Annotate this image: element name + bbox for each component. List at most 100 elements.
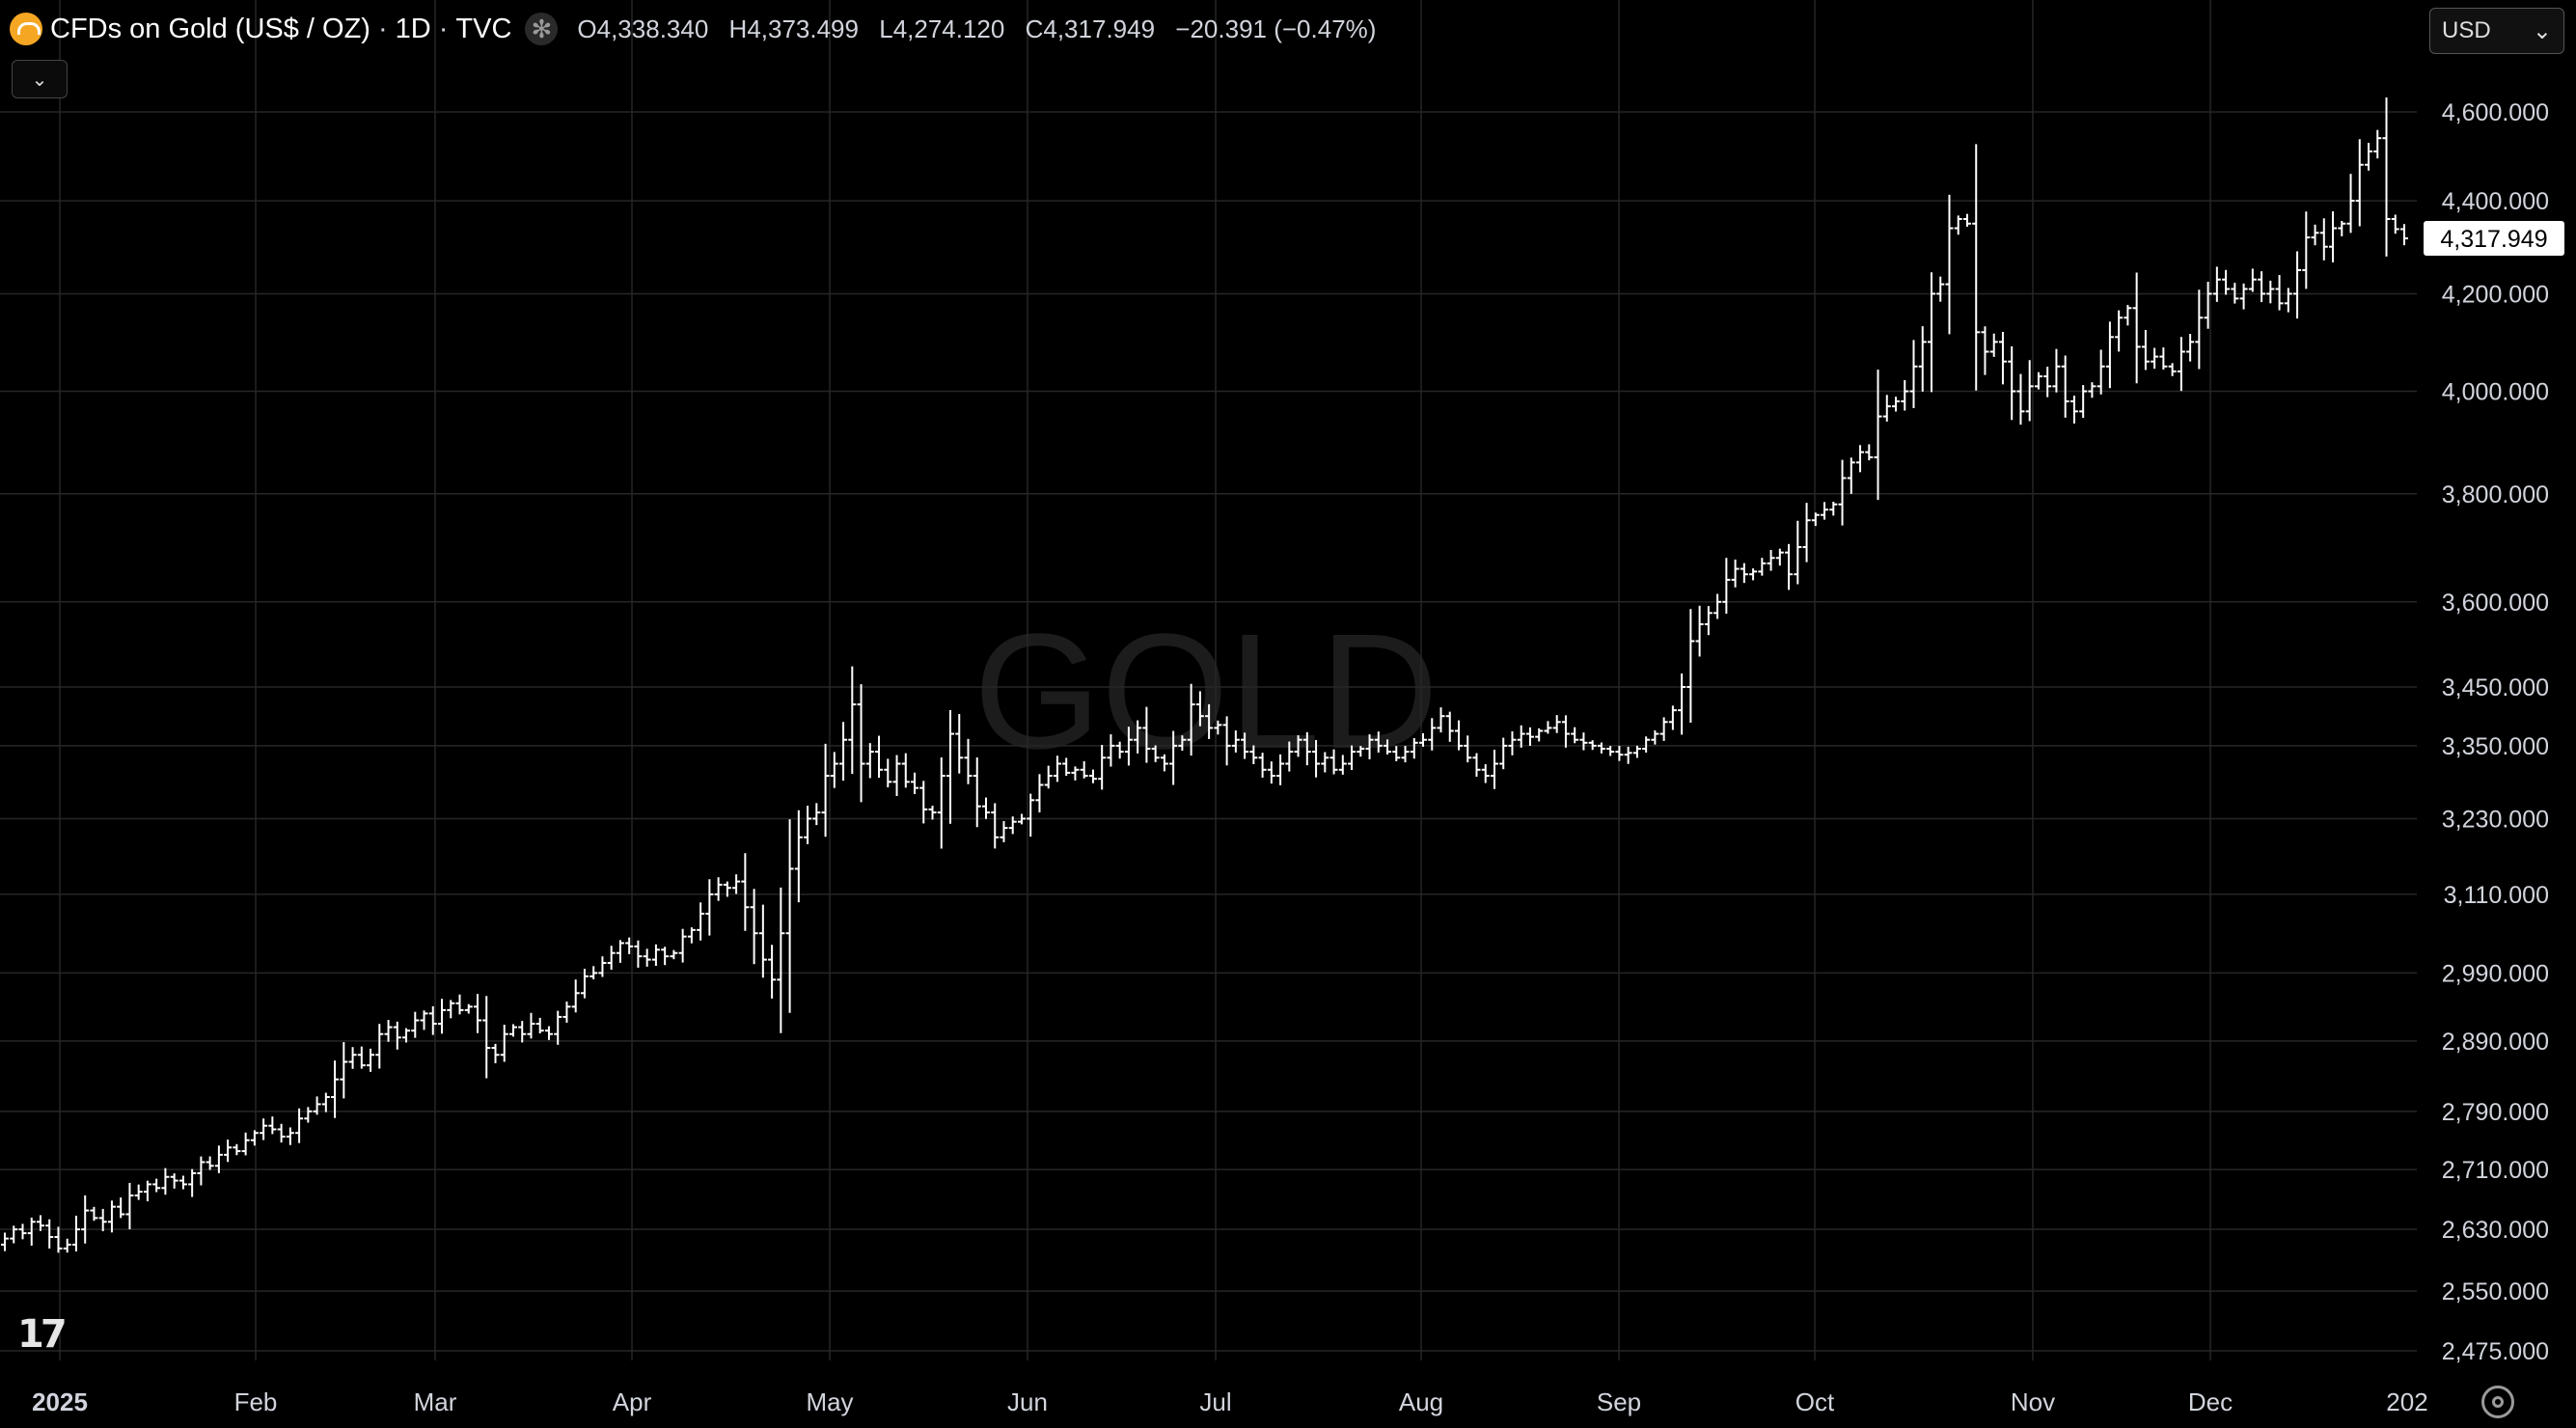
- ohlc-bar: [1785, 543, 1794, 590]
- ohlc-bar: [1740, 563, 1748, 584]
- close-value: 4,317.949: [1043, 14, 1156, 43]
- symbol-name[interactable]: CFDs on Gold (US$ / OZ): [50, 13, 370, 44]
- ohlc-bar: [670, 949, 678, 960]
- ohlc-bar: [750, 889, 758, 965]
- time-tick-label: Jul: [1199, 1387, 1231, 1416]
- ohlc-bar: [1222, 716, 1231, 766]
- ohlc-bar: [1134, 720, 1142, 754]
- ohlc-bar: [241, 1132, 250, 1156]
- ohlc-bar: [428, 1005, 437, 1035]
- price-tick-label: 2,990.000: [2442, 960, 2549, 987]
- currency-selector[interactable]: USD ⌄: [2429, 8, 2564, 54]
- ohlc-bar: [447, 1000, 455, 1019]
- ohlc-bar: [2212, 266, 2221, 302]
- ohlc-bar: [1392, 746, 1401, 761]
- ohlc-bar: [1035, 774, 1044, 813]
- ohlc-bar: [2231, 283, 2239, 304]
- time-tick-label: Oct: [1795, 1387, 1835, 1416]
- last-price-badge: [2424, 221, 2564, 257]
- ohlc-bar: [2382, 97, 2391, 257]
- ohlc-bar: [2096, 349, 2105, 395]
- ohlc-bar: [1321, 752, 1329, 773]
- time-tick-label: Aug: [1399, 1387, 1443, 1416]
- ohlc-bar: [2319, 218, 2328, 261]
- ohlc-bar: [367, 1048, 375, 1072]
- ohlc-bar: [589, 966, 598, 980]
- ohlc-bar: [1901, 380, 1909, 411]
- settings-gear-icon[interactable]: [2481, 1386, 2514, 1418]
- ohlc-bar: [1151, 745, 1160, 762]
- ohlc-bar: [357, 1046, 366, 1069]
- ohlc-bar: [384, 1019, 393, 1042]
- ohlc-bar: [1160, 754, 1168, 772]
- time-tick-label: Apr: [613, 1387, 652, 1416]
- ohlc-bar: [804, 806, 812, 844]
- ohlc-bar: [1972, 144, 1981, 391]
- ohlc-bar: [1365, 734, 1374, 759]
- ohlc-bar: [1410, 738, 1418, 759]
- tradingview-logo[interactable]: 17: [17, 1312, 68, 1357]
- ohlc-bar: [2151, 347, 2159, 370]
- price-tick-label: 3,450.000: [2442, 674, 2549, 701]
- ohlc-bar: [839, 722, 848, 782]
- ohlc-bar: [946, 709, 955, 824]
- price-tick-label: 2,475.000: [2442, 1338, 2549, 1365]
- ohlc-bar: [732, 874, 741, 894]
- ohlc-bar: [90, 1206, 98, 1222]
- price-tick-label: 3,230.000: [2442, 806, 2549, 833]
- ohlc-bar: [152, 1178, 161, 1193]
- ohlc-bar: [71, 1215, 80, 1252]
- ohlc-bar: [1767, 549, 1775, 571]
- price-axis[interactable]: 4,600.000 4,400.000 4,200.000 4,000.000 3,80…: [2442, 99, 2549, 1365]
- ohlc-bar: [741, 853, 750, 931]
- ohlc-bar: [491, 1043, 500, 1063]
- ohlc-bar: [438, 999, 447, 1034]
- ohlc-bar: [2311, 224, 2319, 246]
- ohlc-bar: [134, 1184, 143, 1200]
- ohlc-bar: [1062, 757, 1071, 776]
- ohlc-bar: [1437, 707, 1445, 733]
- ohlc-bar: [964, 738, 973, 784]
- ohlc-bar: [2016, 373, 2025, 426]
- interval-label[interactable]: 1D: [395, 13, 431, 44]
- ohlc-bar: [1758, 558, 1767, 576]
- ohlc-bar: [1285, 741, 1294, 772]
- ohlc-bar: [1945, 194, 1954, 335]
- ohlc-bar: [464, 1003, 473, 1014]
- ohlc-bar: [2293, 251, 2302, 319]
- ohlc-bar: [554, 1010, 562, 1045]
- ohlc-bar: [955, 714, 964, 774]
- price-tick-label: 2,890.000: [2442, 1029, 2549, 1056]
- ohlc-bar: [1695, 605, 1704, 657]
- collapse-legend-button[interactable]: ⌄: [12, 60, 68, 98]
- ohlc-bar: [1107, 734, 1115, 767]
- ohlc-bar: [1338, 755, 1347, 775]
- asterisk-icon[interactable]: ✻: [525, 13, 559, 45]
- ohlc-bar: [170, 1173, 178, 1189]
- ohlc-bar: [1098, 745, 1107, 790]
- ohlc-bar: [1927, 272, 1935, 393]
- time-tick-label: Mar: [414, 1387, 457, 1416]
- ohlc-bar: [794, 810, 803, 903]
- ohlc-bar: [1659, 717, 1668, 741]
- ohlc-bar: [1008, 816, 1017, 835]
- ohlc-bar: [1178, 735, 1187, 752]
- ohlc-bar: [2105, 321, 2114, 389]
- ohlc-bar: [1258, 753, 1267, 778]
- ohlc-bar: [981, 797, 990, 819]
- ohlc-bar: [1, 1232, 9, 1251]
- ohlc-bar: [1017, 813, 1026, 825]
- time-axis[interactable]: 2025 Feb Mar Apr May Jun Jul Aug Sep Oct Nov Dec 202: [32, 1387, 2428, 1416]
- open-value: 4,338.340: [596, 14, 709, 43]
- ohlc-bar: [1080, 760, 1088, 779]
- price-tick-label: 4,000.000: [2442, 379, 2549, 406]
- ohlc-bar: [1294, 735, 1302, 757]
- ohlc-bar: [1874, 370, 1882, 501]
- ohlc-bar: [1686, 609, 1695, 724]
- ohlc-bar: [580, 969, 589, 999]
- ohlc-bar: [687, 927, 696, 944]
- ohlc-bar: [2284, 288, 2292, 313]
- ohlc-bar: [928, 806, 937, 820]
- ohlc-bar: [63, 1238, 71, 1253]
